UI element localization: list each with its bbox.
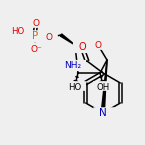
Polygon shape bbox=[102, 60, 107, 110]
Text: NH₂: NH₂ bbox=[64, 60, 81, 69]
Text: O: O bbox=[46, 32, 52, 41]
Polygon shape bbox=[60, 34, 75, 45]
Text: O: O bbox=[78, 42, 86, 52]
Text: OH: OH bbox=[96, 83, 110, 91]
Text: O: O bbox=[95, 40, 102, 49]
Text: O⁻: O⁻ bbox=[30, 46, 42, 55]
Text: P: P bbox=[32, 31, 38, 41]
Text: O: O bbox=[32, 19, 39, 28]
Text: N: N bbox=[99, 108, 107, 118]
Text: HO: HO bbox=[11, 27, 25, 36]
Text: HO: HO bbox=[68, 83, 82, 91]
